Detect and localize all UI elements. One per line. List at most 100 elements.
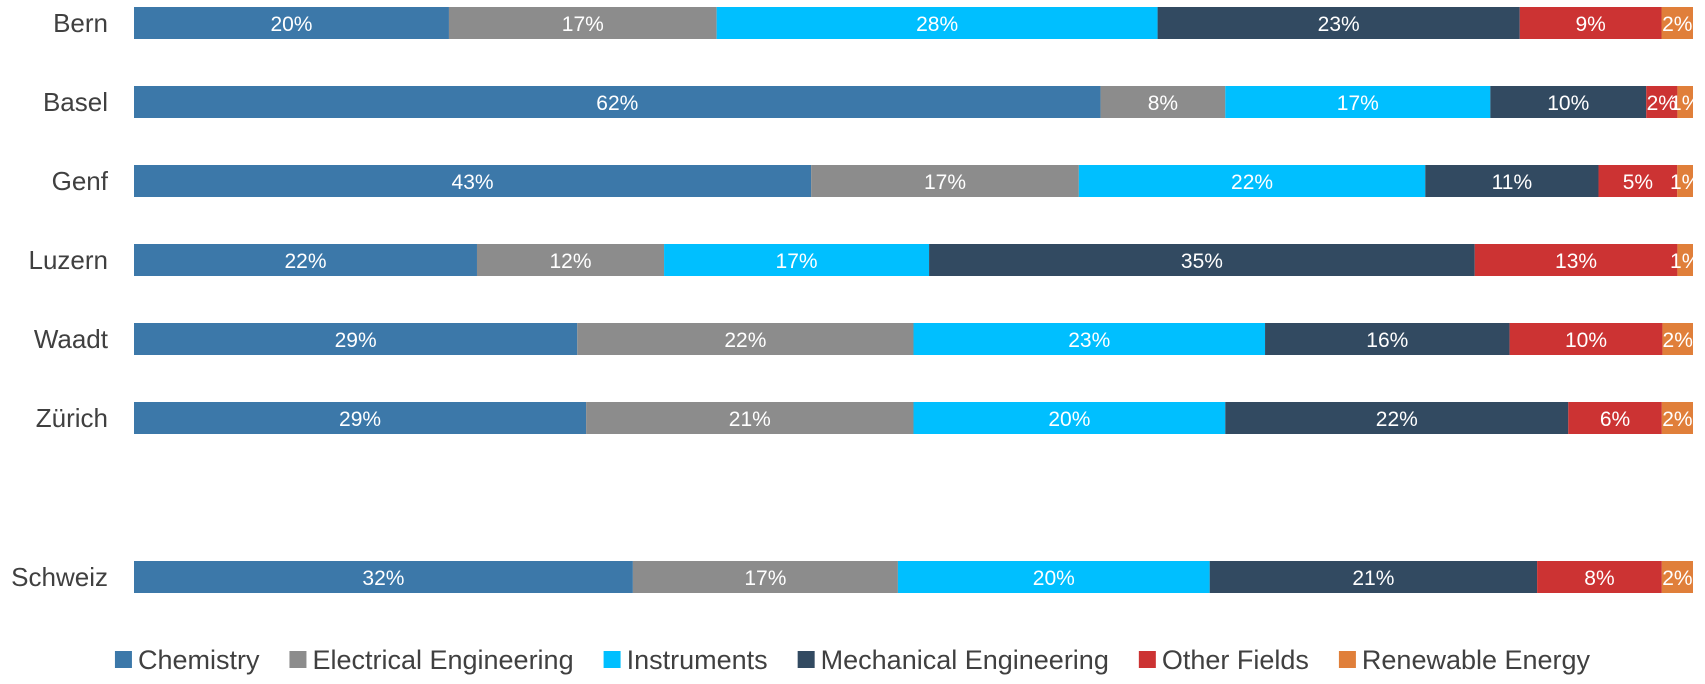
data-label-waadt-other-fields: 10% <box>1565 329 1607 352</box>
data-label-waadt-instruments: 23% <box>1068 329 1110 352</box>
category-label-bern: Bern <box>53 8 108 38</box>
data-label-schweiz-mechanical-engineering: 21% <box>1352 567 1394 590</box>
bar-segment-genf-chemistry <box>134 165 812 197</box>
bar-segment-zurich-other-fields <box>1568 402 1662 434</box>
bar-segment-waadt-instruments <box>913 323 1266 355</box>
data-label-waadt-renewable-energy: 2% <box>1663 329 1693 352</box>
bar-segment-schweiz-instruments <box>897 561 1210 593</box>
legend-item-renewable-energy: Renewable Energy <box>1338 645 1591 675</box>
data-label-schweiz-other-fields: 8% <box>1584 567 1614 590</box>
data-label-zurich-electrical-engineering: 21% <box>729 408 771 431</box>
data-label-bern-electrical-engineering: 17% <box>562 13 604 36</box>
legend-swatch <box>797 651 815 668</box>
bar-segment-bern-mechanical-engineering <box>1157 7 1520 39</box>
legend-swatch <box>603 651 621 668</box>
bars-group: 20% 17% 28% 23% 9% 2%62% 8% 17% 10% 2%1%43% 17% 22%… <box>134 7 1700 593</box>
bar-segment-waadt-renewable-energy <box>1662 323 1693 355</box>
bar-segment-waadt-chemistry <box>134 323 578 355</box>
data-label-genf-instruments: 22% <box>1231 171 1273 194</box>
data-label-basel-instruments: 17% <box>1337 92 1379 115</box>
bar-segment-zurich-instruments <box>913 402 1226 434</box>
bar-segment-bern-other-fields <box>1519 7 1662 39</box>
data-label-schweiz-electrical-engineering: 17% <box>744 567 786 590</box>
legend-swatch <box>1338 651 1356 668</box>
legend-label: Instruments <box>627 645 768 675</box>
data-label-bern-renewable-energy: 2% <box>1662 13 1692 36</box>
category-labels: Bern Basel Genf Luzern Waadt Zürich Schweiz <box>11 8 109 592</box>
category-label-basel: Basel <box>43 87 108 117</box>
data-label-luzern-chemistry: 22% <box>284 250 326 273</box>
bar-segment-luzern-mechanical-engineering <box>929 244 1475 276</box>
data-label-luzern-instruments: 17% <box>776 250 818 273</box>
bar-segment-genf-mechanical-engineering <box>1425 165 1599 197</box>
data-label-basel-other-fields: 2% <box>1647 92 1677 115</box>
data-label-zurich-other-fields: 6% <box>1600 408 1630 431</box>
data-label-bern-mechanical-engineering: 23% <box>1318 13 1360 36</box>
data-label-luzern-renewable-energy: 1% <box>1670 250 1700 273</box>
data-label-genf-electrical-engineering: 17% <box>924 171 966 194</box>
data-label-basel-electrical-engineering: 8% <box>1148 92 1178 115</box>
bar-segment-basel-instruments <box>1225 86 1491 118</box>
bar-segment-waadt-electrical-engineering <box>577 323 914 355</box>
bar-segment-luzern-electrical-engineering <box>476 244 665 276</box>
bar-segment-basel-electrical-engineering <box>1100 86 1226 118</box>
legend-label: Other Fields <box>1162 645 1309 675</box>
legend-item-instruments: Instruments <box>603 645 768 675</box>
legend-label: Mechanical Engineering <box>821 645 1109 675</box>
data-label-basel-chemistry: 62% <box>596 92 638 115</box>
legend-swatch <box>289 651 307 668</box>
category-label-luzern: Luzern <box>29 245 109 275</box>
bar-segment-schweiz-mechanical-engineering <box>1209 561 1538 593</box>
data-label-schweiz-instruments: 20% <box>1033 567 1075 590</box>
legend-item-other-fields: Other Fields <box>1138 645 1309 675</box>
bar-segment-genf-other-fields <box>1598 165 1678 197</box>
bar-segment-basel-other-fields <box>1646 86 1678 118</box>
category-label-schweiz: Schweiz <box>11 562 108 592</box>
data-label-luzern-electrical-engineering: 12% <box>550 250 592 273</box>
bar-segment-basel-chemistry <box>134 86 1101 118</box>
category-label-zurich: Zürich <box>36 403 108 433</box>
bar-segment-zurich-renewable-energy <box>1661 402 1693 434</box>
data-label-zurich-mechanical-engineering: 22% <box>1376 408 1418 431</box>
bar-segment-zurich-electrical-engineering <box>586 402 914 434</box>
data-label-luzern-other-fields: 13% <box>1555 250 1597 273</box>
legend-swatch <box>114 651 132 668</box>
data-label-waadt-mechanical-engineering: 16% <box>1366 329 1408 352</box>
data-label-waadt-electrical-engineering: 22% <box>724 329 766 352</box>
bar-segment-basel-renewable-energy <box>1677 86 1693 118</box>
legend-item-electrical-engineering: Electrical Engineering <box>289 645 574 675</box>
category-label-genf: Genf <box>52 166 109 196</box>
legend: Chemistry Electrical Engineering Instrumen… <box>114 645 1591 675</box>
data-label-zurich-renewable-energy: 2% <box>1662 408 1692 431</box>
data-label-basel-renewable-energy: 1% <box>1670 92 1700 115</box>
data-label-zurich-instruments: 20% <box>1048 408 1090 431</box>
bar-segment-luzern-renewable-energy <box>1677 244 1693 276</box>
legend-item-chemistry: Chemistry <box>114 645 260 675</box>
bar-segment-bern-renewable-energy <box>1661 7 1693 39</box>
legend-label: Renewable Energy <box>1362 645 1591 675</box>
bar-segment-schweiz-other-fields <box>1537 561 1662 593</box>
bar-segment-zurich-mechanical-engineering <box>1225 402 1569 434</box>
data-label-bern-chemistry: 20% <box>270 13 312 36</box>
data-label-genf-other-fields: 5% <box>1623 171 1653 194</box>
data-label-genf-mechanical-engineering: 11% <box>1492 171 1532 194</box>
bar-segment-genf-renewable-energy <box>1677 165 1693 197</box>
legend-label: Chemistry <box>138 645 260 675</box>
legend-swatch <box>1138 651 1156 668</box>
data-label-bern-other-fields: 9% <box>1575 13 1605 36</box>
data-label-schweiz-chemistry: 32% <box>362 567 404 590</box>
bar-segment-bern-instruments <box>716 7 1158 39</box>
legend-label: Electrical Engineering <box>312 645 573 675</box>
bar-segment-genf-electrical-engineering <box>811 165 1079 197</box>
legend-item-mechanical-engineering: Mechanical Engineering <box>797 645 1109 675</box>
bar-segment-bern-electrical-engineering <box>448 7 717 39</box>
data-label-bern-instruments: 28% <box>916 13 958 36</box>
bar-segment-luzern-chemistry <box>134 244 477 276</box>
data-label-waadt-chemistry: 29% <box>335 329 377 352</box>
data-label-genf-renewable-energy: 1% <box>1670 171 1700 194</box>
data-label-genf-chemistry: 43% <box>452 171 494 194</box>
data-label-schweiz-renewable-energy: 2% <box>1662 567 1692 590</box>
bar-segment-bern-chemistry <box>134 7 449 39</box>
bar-segment-schweiz-chemistry <box>134 561 633 593</box>
